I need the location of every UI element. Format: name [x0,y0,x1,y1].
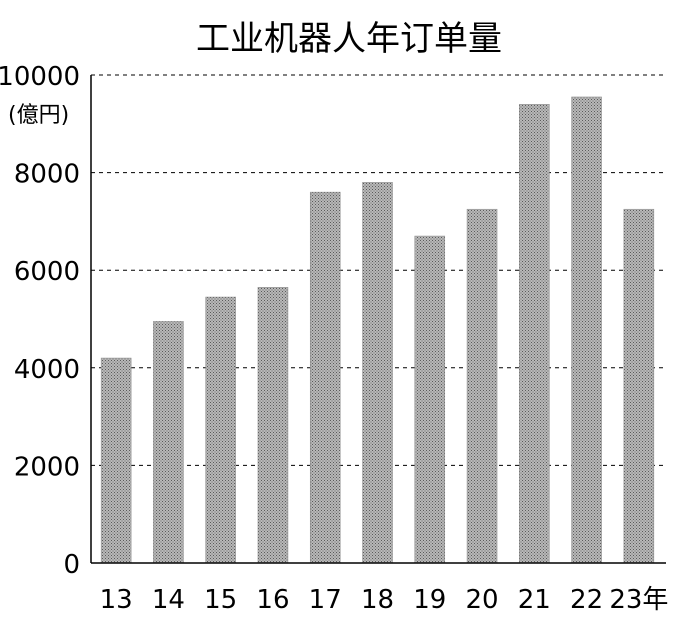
y-tick-label: 10000 [0,62,80,92]
x-tick-labels: 13 14 15 16 17 18 19 20 21 22 23年 [100,585,669,615]
axes [90,75,666,564]
x-tick-label: 19 [413,585,446,615]
y-tick-label: 0 [63,550,80,580]
y-tick-label: 2000 [14,452,80,482]
bar [205,296,236,564]
y-tick-label: 8000 [14,160,80,190]
bar [466,208,498,564]
y-tick-label: 6000 [14,257,80,287]
x-tick-label: 20 [465,585,498,615]
bar [362,182,393,564]
x-tick-label: 23年 [609,585,668,615]
x-tick-label: 16 [256,585,289,615]
bars [100,96,655,564]
chart-title: 工业机器人年订单量 [196,19,502,59]
bar [100,357,132,564]
y-tick-label: 4000 [14,355,80,385]
bar [309,191,341,564]
bar [414,235,446,564]
x-tick-label: 14 [152,585,185,615]
x-tick-label: 17 [309,585,342,615]
x-tick-label: 15 [204,585,237,615]
x-tick-label: 21 [518,585,551,615]
bar [257,287,289,564]
bar [153,321,184,564]
bar [571,96,602,564]
y-tick-labels: 0 2000 4000 6000 8000 10000 [0,62,80,580]
x-tick-label: 22 [570,585,603,615]
x-tick-label: 18 [361,585,394,615]
x-tick-label: 13 [100,585,133,615]
y-axis-unit: (億円) [8,103,69,128]
bar [519,104,550,564]
bar [623,208,655,564]
